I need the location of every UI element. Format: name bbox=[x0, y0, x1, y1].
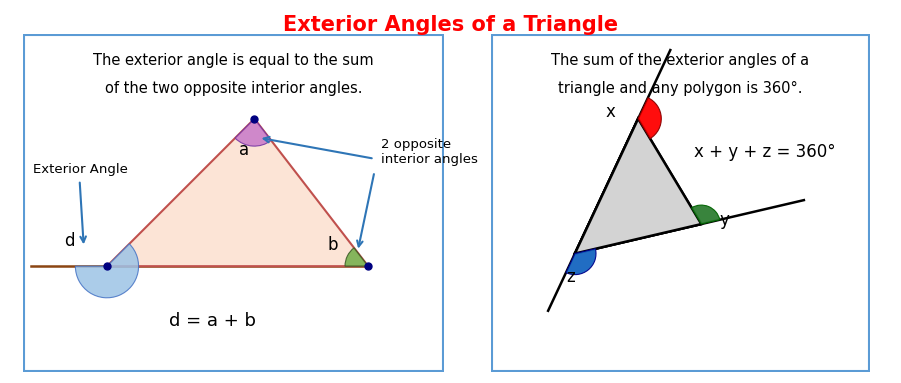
Wedge shape bbox=[566, 249, 596, 275]
Text: d: d bbox=[64, 232, 74, 250]
Text: b: b bbox=[327, 236, 338, 254]
Text: x + y + z = 360°: x + y + z = 360° bbox=[694, 144, 835, 161]
Text: z: z bbox=[567, 268, 575, 286]
Wedge shape bbox=[345, 248, 369, 266]
FancyBboxPatch shape bbox=[23, 35, 443, 371]
Wedge shape bbox=[235, 119, 271, 146]
Polygon shape bbox=[575, 119, 701, 254]
Text: of the two opposite interior angles.: of the two opposite interior angles. bbox=[105, 81, 362, 96]
Text: The exterior angle is equal to the sum: The exterior angle is equal to the sum bbox=[93, 53, 374, 69]
Wedge shape bbox=[76, 244, 139, 298]
Text: Exterior Angles of a Triangle: Exterior Angles of a Triangle bbox=[283, 15, 618, 35]
FancyBboxPatch shape bbox=[492, 35, 869, 371]
Polygon shape bbox=[107, 119, 369, 266]
Text: y: y bbox=[720, 211, 730, 229]
Text: x: x bbox=[605, 103, 615, 121]
Text: 2 opposite
interior angles: 2 opposite interior angles bbox=[381, 138, 478, 167]
Text: a: a bbox=[239, 141, 249, 159]
Text: d = a + b: d = a + b bbox=[168, 312, 256, 330]
Text: triangle and any polygon is 360°.: triangle and any polygon is 360°. bbox=[558, 81, 803, 96]
Text: Exterior Angle: Exterior Angle bbox=[33, 163, 128, 176]
Polygon shape bbox=[575, 119, 701, 254]
Text: The sum of the exterior angles of a: The sum of the exterior angles of a bbox=[551, 53, 809, 69]
Wedge shape bbox=[638, 98, 661, 139]
Wedge shape bbox=[692, 205, 720, 224]
